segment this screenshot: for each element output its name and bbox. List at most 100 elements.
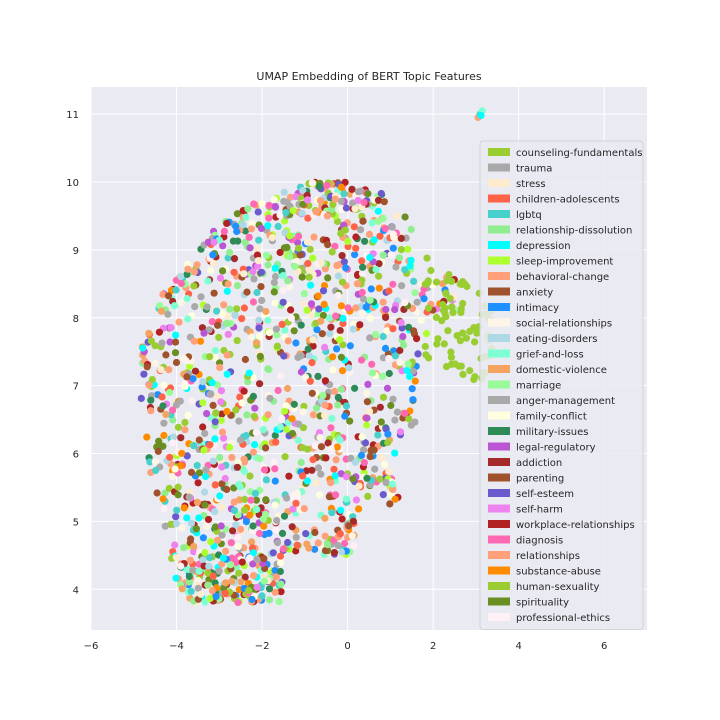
scatter-point [409, 367, 417, 375]
scatter-point [278, 415, 286, 423]
scatter-point [320, 411, 329, 419]
scatter-point [211, 435, 219, 443]
scatter-point [295, 244, 303, 252]
scatter-point [199, 378, 207, 386]
scatter-point [172, 401, 180, 409]
scatter-point [177, 299, 185, 307]
y-tick-label: 10 [66, 178, 79, 189]
scatter-point [205, 326, 213, 334]
scatter-point [271, 588, 279, 596]
scatter-point [183, 514, 191, 522]
scatter-point [161, 522, 169, 530]
scatter-point [297, 368, 305, 376]
scatter-point [212, 409, 220, 417]
scatter-point [164, 292, 173, 300]
scatter-point [337, 506, 345, 514]
scatter-point [314, 292, 322, 300]
scatter-point [195, 567, 203, 575]
scatter-point [385, 467, 393, 475]
x-tick-label: −6 [84, 641, 99, 652]
scatter-point [304, 214, 312, 222]
scatter-point [321, 547, 330, 555]
scatter-point [258, 296, 266, 305]
scatter-point [278, 320, 286, 328]
legend-label: eating-disorders [516, 334, 597, 345]
scatter-point [358, 270, 367, 278]
scatter-point [349, 325, 357, 333]
scatter-point [372, 331, 380, 339]
scatter-point [368, 369, 377, 377]
scatter-point [256, 305, 264, 313]
legend-label: parenting [516, 474, 564, 485]
scatter-point [302, 530, 310, 538]
scatter-point [325, 330, 334, 338]
scatter-point [281, 407, 289, 415]
scatter-point [382, 479, 390, 487]
scatter-point [157, 366, 165, 374]
scatter-point [337, 302, 345, 310]
legend-swatch [488, 442, 510, 451]
scatter-point [334, 272, 342, 280]
scatter-point [459, 370, 467, 378]
scatter-point [185, 493, 193, 501]
scatter-point [282, 426, 291, 434]
scatter-point [393, 212, 401, 220]
scatter-point [375, 260, 383, 268]
scatter-point [173, 506, 181, 514]
scatter-point [410, 277, 418, 285]
scatter-point [425, 354, 433, 362]
scatter-point [323, 541, 332, 549]
scatter-point [177, 562, 185, 570]
scatter-point [147, 396, 155, 404]
scatter-point [234, 237, 242, 245]
scatter-point [352, 244, 360, 252]
legend-swatch [488, 256, 510, 265]
scatter-point [279, 272, 287, 280]
scatter-point [255, 316, 263, 324]
scatter-point [193, 498, 201, 506]
scatter-point [189, 375, 197, 383]
scatter-point [337, 470, 345, 478]
scatter-point [197, 590, 205, 598]
scatter-point [223, 370, 231, 378]
legend-swatch [488, 318, 510, 327]
scatter-point [442, 289, 450, 297]
scatter-point [440, 340, 448, 348]
scatter-point [308, 466, 316, 474]
scatter-point [210, 289, 218, 297]
scatter-point [296, 251, 304, 259]
scatter-point [154, 447, 162, 455]
legend-label: behavioral-change [516, 272, 609, 283]
scatter-point [211, 523, 219, 531]
scatter-point [398, 282, 406, 290]
scatter-point [260, 555, 268, 563]
legend-label: trauma [516, 164, 552, 175]
scatter-point [320, 300, 328, 308]
scatter-point [214, 321, 222, 329]
scatter-point [209, 572, 217, 580]
scatter-point [313, 326, 321, 334]
scatter-point [311, 442, 319, 450]
legend-label: addiction [516, 458, 562, 469]
scatter-point [164, 310, 172, 318]
scatter-point [201, 488, 209, 496]
scatter-point [382, 305, 390, 314]
scatter-point [424, 277, 432, 285]
scatter-point [256, 352, 264, 360]
scatter-point [389, 325, 397, 333]
y-tick-label: 8 [73, 314, 79, 325]
scatter-point [287, 314, 295, 322]
scatter-point [241, 227, 249, 235]
scatter-point [252, 429, 260, 437]
scatter-point [257, 283, 265, 291]
scatter-point [262, 251, 270, 259]
scatter-point [413, 335, 421, 343]
scatter-point [202, 466, 210, 474]
scatter-point [187, 468, 196, 476]
scatter-point [151, 359, 159, 367]
scatter-point [194, 584, 202, 592]
scatter-point [309, 254, 317, 262]
scatter-point [246, 472, 254, 480]
scatter-point [283, 198, 291, 206]
scatter-point [374, 196, 383, 204]
